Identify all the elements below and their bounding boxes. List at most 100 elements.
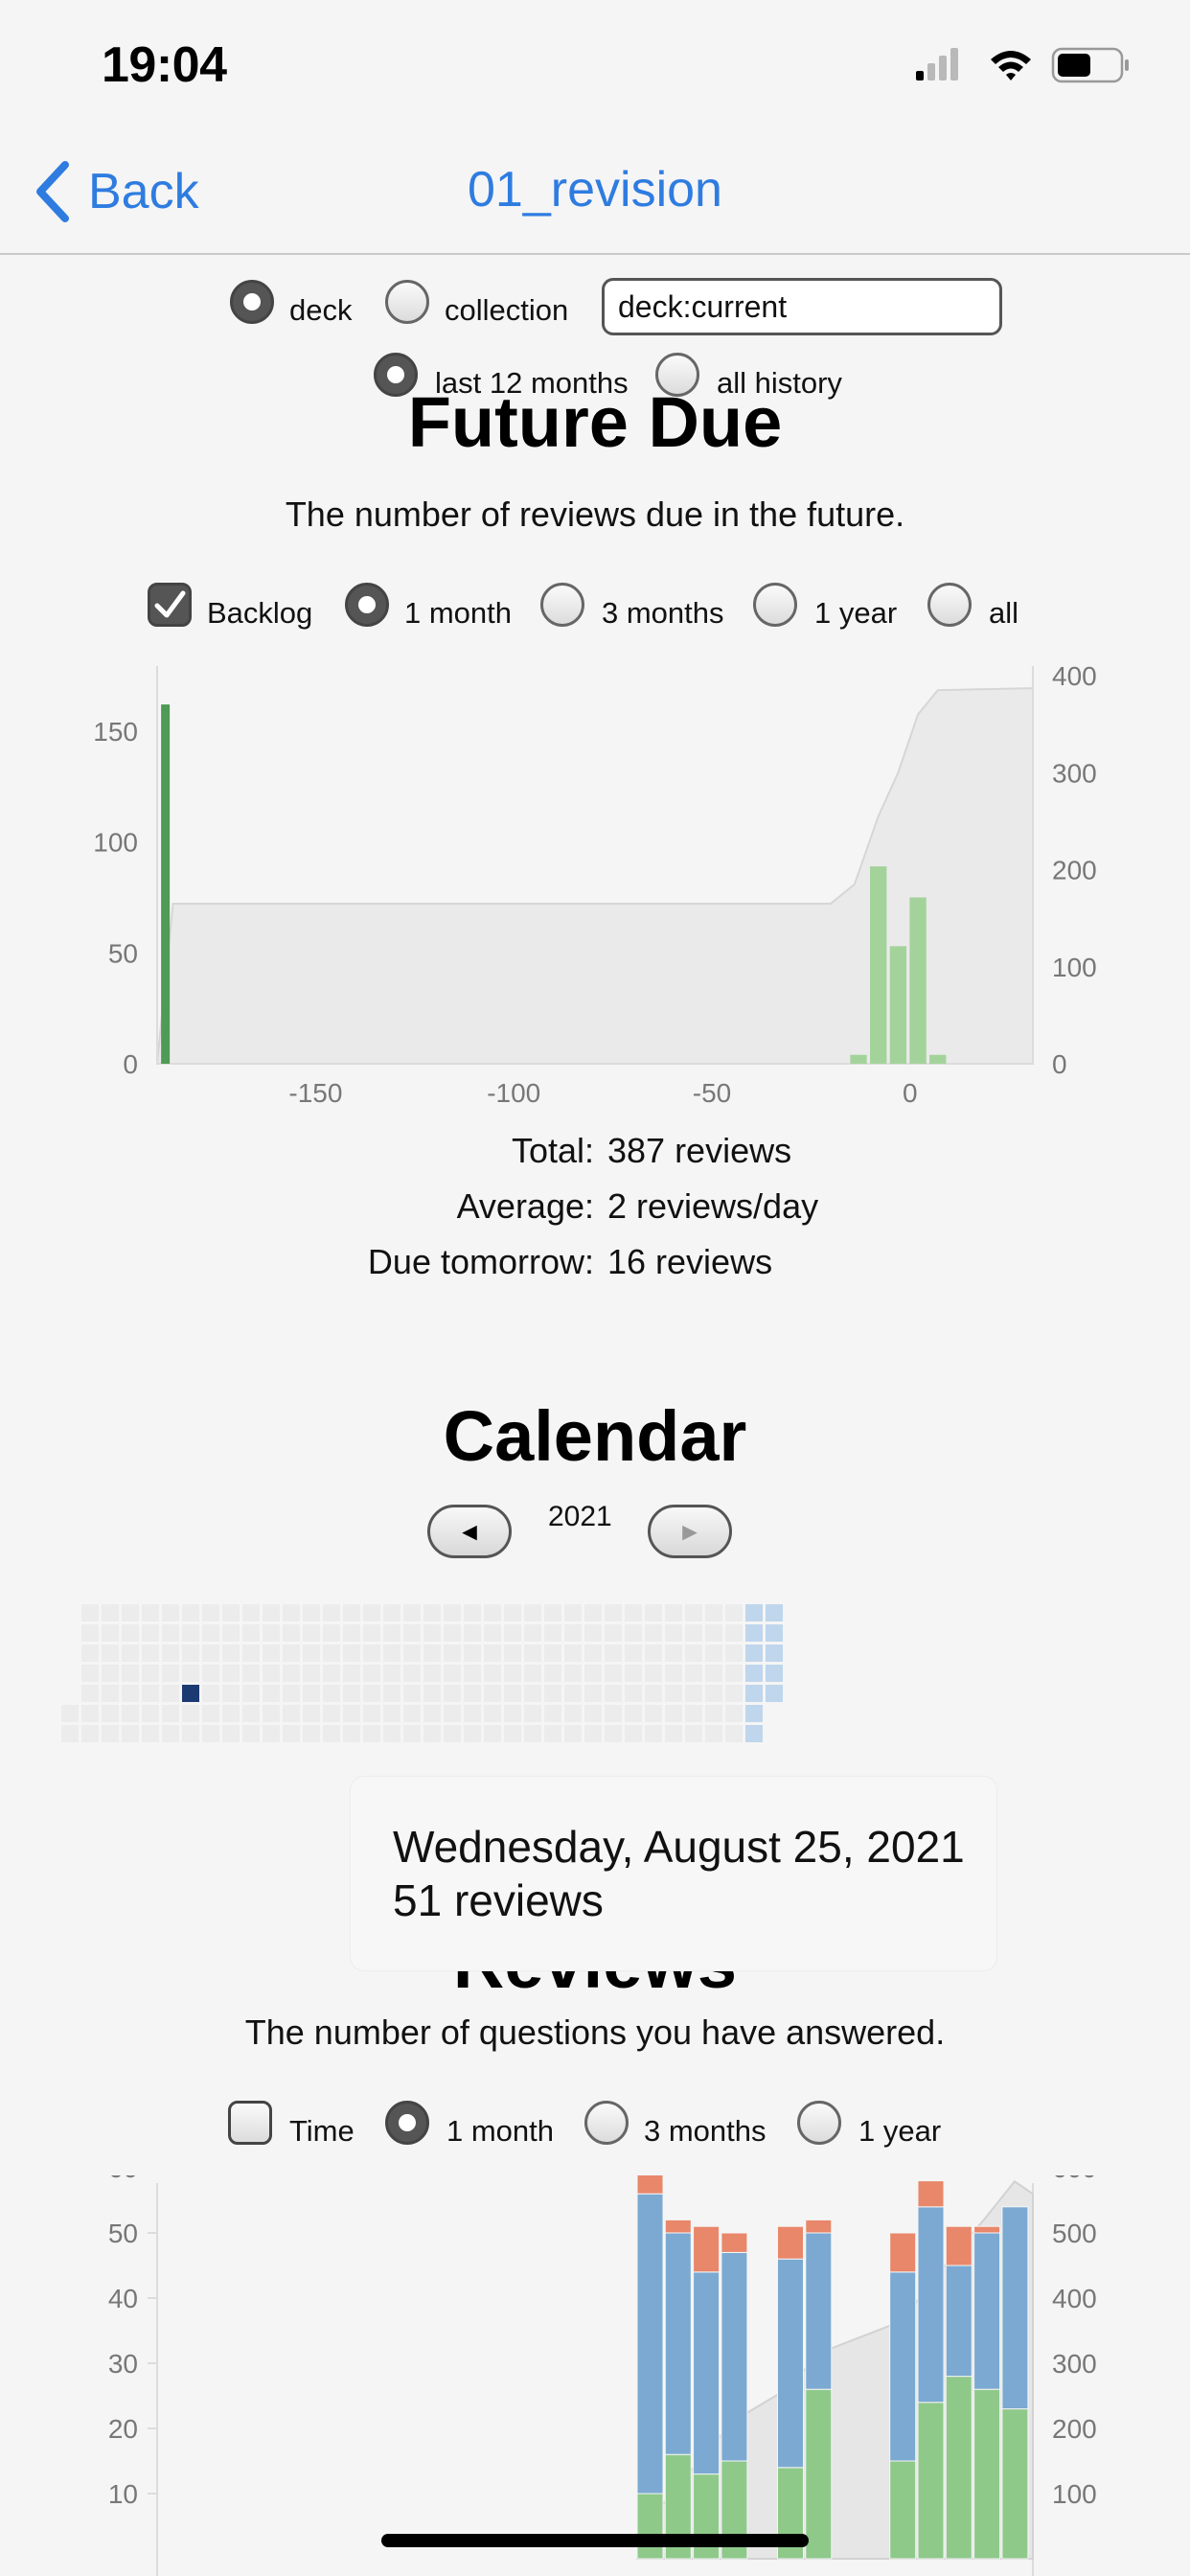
back-button[interactable]: Back xyxy=(34,153,199,230)
calendar-day-cell xyxy=(605,1725,622,1742)
calendar-day-cell xyxy=(584,1644,602,1662)
calendar-prev-button[interactable]: ◄ xyxy=(427,1505,512,1558)
calendar-day-cell xyxy=(242,1665,260,1682)
scope-deck-radio[interactable] xyxy=(230,280,274,324)
future-due-chart: 0 50 100 150 0 100 200 300 400 -150 -100 -50 0 xyxy=(93,661,1097,1108)
calendar-day-cell xyxy=(102,1665,119,1682)
review-bar-young xyxy=(1001,2408,1029,2560)
calendar-day-cell xyxy=(102,1705,119,1722)
calendar-tooltip: Wednesday, August 25, 2021 51 reviews xyxy=(351,1777,996,1970)
review-bar-mature xyxy=(945,2265,973,2378)
calendar-day-cell xyxy=(685,1685,702,1702)
calendar-day-cell xyxy=(584,1624,602,1642)
calendar-day-cell xyxy=(403,1604,421,1622)
scope-collection-radio[interactable] xyxy=(385,280,429,324)
future-1month-radio[interactable] xyxy=(345,583,389,627)
future-due-bar xyxy=(870,866,887,1064)
future-3months-radio[interactable] xyxy=(540,583,584,627)
backlog-checkbox[interactable] xyxy=(148,583,192,627)
calendar-day-cell xyxy=(484,1665,501,1682)
calendar-day-cell xyxy=(102,1685,119,1702)
calendar-day-cell xyxy=(705,1644,722,1662)
y-tick-label: 50 xyxy=(108,2219,138,2248)
calendar-day-cell xyxy=(605,1604,622,1622)
calendar-day-cell xyxy=(81,1725,99,1742)
calendar-day-cell xyxy=(444,1624,461,1642)
scope-deck-label: deck xyxy=(289,293,353,327)
y2-tick-label: 100 xyxy=(1052,953,1097,982)
calendar-day-cell xyxy=(524,1685,541,1702)
tooltip-date: Wednesday, August 25, 2021 xyxy=(393,1822,965,1872)
y2-tick-label: 600 xyxy=(1052,2175,1097,2183)
calendar-day-cell xyxy=(725,1725,743,1742)
future-all-radio[interactable] xyxy=(927,583,972,627)
calendar-day-cell xyxy=(464,1624,481,1642)
future-due-subtitle: The number of reviews due in the future. xyxy=(285,494,905,534)
y2-tick-label: 500 xyxy=(1052,2219,1097,2248)
calendar-day-cell xyxy=(584,1705,602,1722)
calendar-day-cell xyxy=(142,1665,159,1682)
review-bar-young xyxy=(973,2388,1001,2560)
time-checkbox[interactable] xyxy=(228,2101,272,2145)
calendar-day-cell xyxy=(745,1685,763,1702)
reviews-1year-radio[interactable] xyxy=(797,2101,841,2145)
calendar-day-cell xyxy=(122,1624,139,1642)
calendar-day-cell xyxy=(102,1624,119,1642)
calendar-day-cell xyxy=(665,1725,682,1742)
calendar-day-cell xyxy=(423,1665,441,1682)
calendar-day-cell xyxy=(263,1624,280,1642)
review-bar-relearn xyxy=(889,2232,917,2273)
review-bar-young xyxy=(945,2376,973,2560)
calendar-day-cell xyxy=(81,1644,99,1662)
search-input[interactable] xyxy=(602,278,1002,335)
y2-tick-label: 0 xyxy=(1052,1049,1067,1079)
calendar-day-cell xyxy=(263,1685,280,1702)
calendar-day-cell xyxy=(745,1665,763,1682)
range-all-history-radio[interactable] xyxy=(655,353,699,397)
calendar-day-cell xyxy=(383,1705,400,1722)
nav-title: 01_revision xyxy=(468,162,722,218)
calendar-day-cell xyxy=(766,1604,783,1622)
calendar-day-cell xyxy=(122,1705,139,1722)
calendar-day-cell xyxy=(464,1685,481,1702)
calendar-day-cell xyxy=(81,1685,99,1702)
calendar-day-cell xyxy=(202,1665,219,1682)
calendar-day-cell xyxy=(745,1624,763,1642)
calendar-day-cell xyxy=(122,1644,139,1662)
y-tick-label: 10 xyxy=(108,2479,138,2509)
review-bar-relearn xyxy=(693,2225,721,2273)
calendar-day-cell xyxy=(464,1665,481,1682)
reviews-3months-radio[interactable] xyxy=(584,2101,629,2145)
y-tick-label: 20 xyxy=(108,2414,138,2444)
calendar-title: Calendar xyxy=(443,1396,747,1476)
calendar-day-cell xyxy=(303,1705,320,1722)
calendar-day-cell xyxy=(343,1665,360,1682)
calendar-day-cell xyxy=(544,1725,561,1742)
calendar-day-cell xyxy=(544,1705,561,1722)
reviews-title: Reviews xyxy=(0,1970,1190,1990)
calendar-day-cell xyxy=(645,1624,662,1642)
range-12months-radio[interactable] xyxy=(374,353,418,397)
future-1year-radio[interactable] xyxy=(753,583,797,627)
calendar-day-cell xyxy=(323,1685,340,1702)
reviews-1month-radio[interactable] xyxy=(385,2101,429,2145)
y-tick-label: 30 xyxy=(108,2349,138,2379)
calendar-day-cell xyxy=(162,1624,179,1642)
calendar-day-cell xyxy=(484,1685,501,1702)
calendar-day-cell xyxy=(725,1685,743,1702)
calendar-day-cell xyxy=(685,1725,702,1742)
calendar-day-cell xyxy=(504,1604,521,1622)
y2-tick-label: 300 xyxy=(1052,2349,1097,2379)
calendar-day-cell xyxy=(383,1644,400,1662)
future-average-label: Average: xyxy=(456,1186,594,1226)
future-due-title: Future Due xyxy=(407,395,783,462)
calendar-day-cell xyxy=(61,1725,79,1742)
calendar-day-cell xyxy=(625,1604,642,1622)
calendar-next-button[interactable]: ► xyxy=(648,1505,732,1558)
calendar-day-cell xyxy=(725,1624,743,1642)
calendar-day-cell xyxy=(81,1624,99,1642)
calendar-day-cell xyxy=(102,1604,119,1622)
wifi-icon xyxy=(991,51,1031,80)
calendar-day-cell xyxy=(766,1685,783,1702)
calendar-day-cell xyxy=(444,1685,461,1702)
